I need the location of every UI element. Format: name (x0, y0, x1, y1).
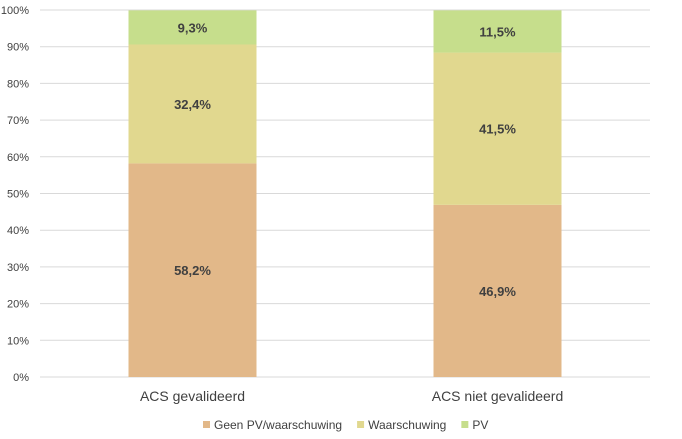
y-tick-label: 80% (7, 78, 29, 90)
y-tick-label: 70% (7, 115, 29, 127)
y-tick-label: 10% (7, 335, 29, 347)
y-tick-label: 20% (7, 299, 29, 311)
bar-segment (433, 204, 562, 377)
legend-label: PV (472, 418, 488, 432)
y-tick-label: 40% (7, 225, 29, 237)
x-axis: ACS gevalideerd ACS niet gevalideerd (140, 388, 563, 404)
legend-label: Waarschuwing (368, 418, 446, 432)
bar-segment (433, 10, 562, 53)
y-tick-label: 90% (7, 42, 29, 54)
x-category-label: ACS niet gevalideerd (432, 388, 564, 404)
y-tick-label: 100% (1, 5, 29, 17)
data-label: 9,3% (178, 20, 208, 35)
legend-swatch (357, 421, 365, 428)
bar-segment (128, 163, 257, 377)
data-label: 11,5% (479, 24, 516, 39)
y-tick-label: 30% (7, 262, 29, 274)
y-tick-label: 0% (13, 372, 29, 384)
bar-segment (128, 10, 257, 45)
bars: 58,2% 32,4% 9,3% 46,9% 41,5% 11,5% (128, 10, 562, 377)
data-label: 32,4% (174, 97, 211, 112)
bar-segment (433, 52, 562, 205)
legend-swatch (461, 421, 469, 428)
data-label: 41,5% (479, 122, 516, 137)
data-label: 58,2% (174, 263, 211, 278)
legend: Geen PV/waarschuwing Waarschuwing PV (203, 418, 488, 432)
legend-swatch (203, 421, 210, 428)
y-tick-label: 60% (7, 152, 29, 164)
y-axis: 0% 10% 20% 30% 40% 50% 60% 70% 80% 90% 100% (1, 5, 29, 384)
x-category-label: ACS gevalideerd (140, 388, 245, 404)
bar-segment (128, 44, 257, 164)
y-tick-label: 50% (7, 189, 29, 201)
legend-label: Geen PV/waarschuwing (214, 418, 342, 432)
data-label: 46,9% (479, 284, 516, 299)
